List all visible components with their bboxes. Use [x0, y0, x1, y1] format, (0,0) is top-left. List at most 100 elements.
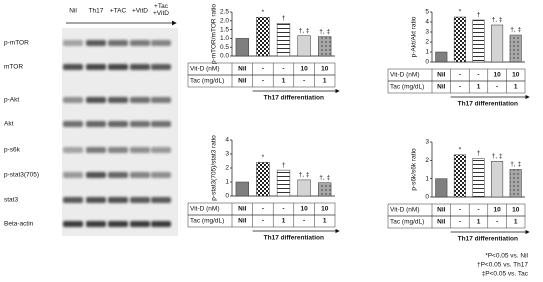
- blot-band: [63, 221, 83, 227]
- bar: [318, 182, 332, 197]
- table-row-label: Vit-D (nM): [390, 207, 420, 214]
- bar: [435, 51, 448, 63]
- table-cell-text: 10: [321, 206, 329, 213]
- blot-row-label: p-s6k: [4, 147, 21, 154]
- lane-label: +Tac +VitD: [153, 3, 169, 17]
- y-tick-label: 4: [225, 137, 229, 144]
- table-cell-text: Nil: [437, 219, 446, 226]
- table-cell-text: Nil: [437, 84, 446, 91]
- footnote: †P<0.05 vs. Th17: [477, 262, 528, 269]
- table-cell-text: -: [282, 66, 284, 73]
- lane-label: +VitD: [132, 8, 148, 15]
- blot-band: [63, 97, 83, 103]
- blot-row-label: p-Akt: [4, 97, 19, 104]
- y-tick-label: 2: [425, 157, 429, 164]
- bar: [453, 16, 466, 63]
- significance-label: †: [477, 12, 481, 19]
- table-cell-text: 10: [300, 206, 308, 213]
- table-cell-text: Nil: [238, 206, 247, 213]
- table-cell-text: 1: [514, 219, 518, 226]
- blot-band: [151, 40, 171, 46]
- table-cell-text: 10: [512, 207, 520, 214]
- bar: [509, 169, 522, 198]
- significance-label: *: [459, 9, 462, 16]
- y-tick-label: 1.5: [220, 26, 229, 33]
- table-cell-text: Nil: [437, 207, 446, 214]
- blot-band: [130, 121, 150, 127]
- blot-band: [130, 147, 150, 153]
- blot-band: [108, 172, 128, 178]
- blot-band: [86, 64, 106, 70]
- blot-band: [63, 64, 83, 70]
- blot-band: [86, 147, 106, 153]
- y-tick-label: 0: [425, 194, 429, 201]
- blot-band: [86, 121, 106, 127]
- blot-band: [108, 121, 128, 127]
- table-cell-text: -: [496, 84, 498, 91]
- blot-band: [130, 64, 150, 70]
- bar: [435, 178, 448, 198]
- table-cell-text: -: [262, 206, 264, 213]
- table-row-label: Tac (mg/dL): [390, 219, 424, 226]
- blot-band: [151, 97, 171, 103]
- table-cell: [187, 74, 336, 88]
- blot-band: [108, 221, 128, 227]
- y-tick-label: 3: [425, 139, 429, 146]
- bar: [491, 161, 504, 198]
- table-footer: Th17 differentiation: [264, 95, 324, 102]
- blot-band: [108, 40, 128, 46]
- lane-label: Nil: [69, 8, 77, 15]
- table-cell: [187, 214, 336, 228]
- table-cell-text: 1: [323, 218, 327, 225]
- table-cell-text: -: [262, 78, 264, 85]
- y-tick-label: 2: [225, 165, 229, 172]
- blot-band: [63, 40, 83, 46]
- table-row-label: Vit-D (nM): [190, 66, 220, 73]
- blot-band: [86, 97, 106, 103]
- significance-label: †, ‡: [299, 172, 310, 179]
- bar: [472, 19, 485, 63]
- y-tick-label: 5: [425, 9, 429, 16]
- significance-label: †, ‡: [510, 161, 521, 168]
- blot-row-label: p-mTOR: [4, 40, 29, 47]
- blot-band: [86, 221, 106, 227]
- table-cell-text: -: [459, 219, 461, 226]
- blot-row-label: Akt: [4, 121, 14, 128]
- y-tick-label: 0.0: [220, 53, 229, 60]
- table-cell-text: -: [459, 207, 461, 214]
- bar: [256, 162, 270, 197]
- y-tick-label: 0: [425, 59, 429, 66]
- significance-label: †, ‡: [299, 27, 310, 34]
- table-cell-text: 10: [321, 66, 329, 73]
- y-axis-label: p-s6k/s6k ratio: [411, 148, 418, 191]
- table-row-label: Vit-D (nM): [190, 206, 220, 213]
- y-tick-label: 3: [425, 29, 429, 36]
- blot-row-label: mTOR: [4, 64, 23, 71]
- blot-band: [151, 64, 171, 70]
- blot-band: [63, 172, 83, 178]
- significance-label: *: [459, 147, 462, 154]
- table-cell-text: -: [303, 78, 305, 85]
- table-cell-text: 1: [282, 78, 286, 85]
- table-cell-text: 10: [300, 66, 308, 73]
- blot-band: [151, 221, 171, 227]
- significance-label: †, ‡: [319, 28, 330, 35]
- bar: [235, 38, 249, 57]
- table-footer: Th17 differentiation: [264, 235, 324, 242]
- table-cell-text: -: [496, 219, 498, 226]
- table-cell-text: 1: [514, 84, 518, 91]
- y-tick-label: 2.5: [220, 9, 229, 16]
- lane-label: +TAC: [110, 8, 127, 15]
- table-cell-text: Nil: [238, 66, 247, 73]
- y-tick-label: 1.0: [220, 35, 229, 42]
- significance-label: †: [282, 15, 286, 22]
- blot-band: [130, 197, 150, 203]
- table-cell-text: Nil: [437, 72, 446, 79]
- y-tick-label: 2.0: [220, 18, 229, 25]
- table-cell-text: -: [262, 66, 264, 73]
- table-cell-text: -: [282, 206, 284, 213]
- blot-band: [130, 97, 150, 103]
- blot-membrane: [62, 28, 178, 236]
- y-axis-label: p-Akt/Akt ratio: [411, 16, 418, 57]
